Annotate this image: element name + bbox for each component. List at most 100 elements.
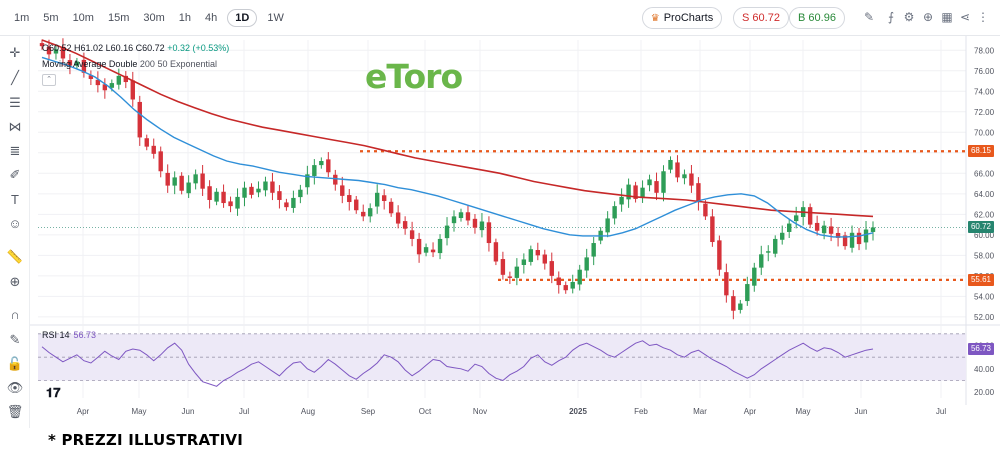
timeframe-1m[interactable]: 1m (14, 11, 30, 24)
candle-body (319, 161, 324, 166)
procharts-button[interactable]: ♛ ProCharts (642, 7, 722, 29)
ma-legend[interactable]: Moving Average Double 200 50 Exponential (42, 59, 217, 69)
time-tick-label: Sep (361, 407, 376, 416)
candle-body (521, 259, 527, 265)
candle-body (612, 206, 617, 219)
candle-body (821, 225, 827, 234)
candle-body (731, 296, 736, 311)
add-indicator-icon[interactable]: ⊕ (922, 10, 934, 24)
sell-button[interactable]: S 60.72 (733, 7, 789, 29)
candle-body (409, 230, 415, 239)
ruler-icon[interactable]: 📏 (6, 249, 24, 264)
ema-50-line (41, 56, 874, 238)
candle-body (570, 282, 575, 289)
timeframe-1w[interactable]: 1W (267, 11, 284, 24)
candle-body (493, 242, 499, 262)
collapse-legend-button[interactable]: ⌃ (42, 74, 56, 86)
candle-body (745, 284, 750, 302)
candle-body (123, 75, 128, 83)
trash-icon[interactable]: 🗑 (6, 404, 24, 419)
timeframe-30m[interactable]: 30m (143, 11, 165, 24)
candle-body (263, 181, 268, 191)
candle-body (374, 192, 380, 207)
buy-button[interactable]: B 60.96 (789, 7, 845, 29)
time-tick-label: Jun (855, 407, 868, 416)
price-chart[interactable]: 78.0076.0074.0072.0070.0068.0066.0064.00… (0, 0, 1000, 430)
candle-body (291, 197, 296, 208)
fib-icon[interactable]: ≣ (9, 143, 21, 158)
candle-body (682, 174, 687, 179)
tradingview-logo: 𝟏𝟕 (46, 385, 61, 400)
candle-body (486, 222, 492, 244)
candle-body (312, 165, 317, 176)
candle-body (388, 201, 394, 214)
timeframe-4h[interactable]: 4h (205, 11, 218, 24)
timeframe-5m[interactable]: 5m (43, 11, 59, 24)
brush-icon[interactable]: ✐ (9, 167, 21, 182)
candle-body (200, 173, 205, 189)
layout-icon[interactable]: ▦ (941, 10, 953, 24)
time-tick-label: Aug (301, 407, 315, 416)
timeframe-1h[interactable]: 1h (178, 11, 192, 24)
price-tick-label: 66.00 (974, 169, 995, 178)
rsi-legend[interactable]: RSI 14 56.73 (42, 330, 96, 340)
procharts-label: ProCharts (663, 12, 714, 24)
rsi-line (41, 340, 874, 387)
candle-body (416, 238, 422, 255)
gear-icon[interactable]: ⚙ (903, 10, 915, 24)
candle-body (835, 232, 841, 238)
level-lines (38, 150, 966, 281)
candle-body (849, 232, 855, 248)
timeframe-1d[interactable]: 1D (227, 8, 258, 27)
candle-body (451, 216, 457, 224)
pattern-icon[interactable]: ⋈ (8, 119, 22, 134)
candle-body (235, 196, 240, 209)
candle-body (402, 221, 408, 229)
candle-body (696, 183, 701, 203)
horizontal-lines-icon[interactable]: ☰ (9, 95, 21, 110)
ma-params: 200 50 Exponential (139, 59, 217, 69)
more-icon[interactable]: ⋮ (977, 10, 989, 24)
candle-body (479, 221, 485, 231)
emoji-icon[interactable]: ☺ (8, 216, 22, 231)
resistance-price-tag: 68.15 (968, 145, 994, 158)
price-tick-label: 72.00 (974, 108, 995, 117)
candle-body (256, 188, 261, 193)
timeframe-10m[interactable]: 10m (72, 11, 94, 24)
candle-body (144, 138, 149, 147)
pencil-icon[interactable]: ✎ (863, 10, 875, 24)
candle-body (53, 49, 59, 54)
zoom-icon[interactable]: ⊕ (9, 274, 21, 289)
magnet-icon[interactable]: ∩ (10, 307, 20, 322)
candle-body (842, 235, 848, 247)
candle-body (619, 196, 624, 205)
candle-body (221, 191, 226, 204)
eye-icon[interactable]: 👁 (6, 380, 24, 395)
candle-body (214, 191, 219, 202)
crosshair-icon[interactable]: ✛ (9, 45, 21, 60)
share-icon[interactable]: ⋖ (959, 10, 971, 24)
candle-body (759, 254, 764, 268)
candle-body (675, 162, 680, 178)
time-tick-label: Apr (77, 407, 90, 416)
time-tick-label: Apr (744, 407, 757, 416)
candle-body (458, 212, 464, 219)
lock-icon[interactable]: 🔓 (6, 356, 24, 371)
candle-body (472, 218, 478, 228)
timeframe-15m[interactable]: 15m (107, 11, 130, 24)
candle-body (151, 145, 156, 154)
etoro-logo: eToro (365, 57, 463, 96)
candle-body (577, 269, 582, 285)
candle-body (354, 199, 359, 211)
trendline-icon[interactable]: ╱ (11, 70, 19, 85)
low-value: L60.16 (105, 43, 134, 53)
indicators-icon[interactable]: ⨍ (887, 10, 895, 24)
text-icon[interactable]: T (11, 192, 19, 207)
lock-drawing-icon[interactable]: ✎ (9, 332, 21, 347)
candle-body (605, 218, 610, 233)
candle-body (158, 151, 163, 172)
candle-body (549, 261, 554, 276)
candle-body (514, 266, 520, 278)
candle-body (298, 189, 303, 198)
